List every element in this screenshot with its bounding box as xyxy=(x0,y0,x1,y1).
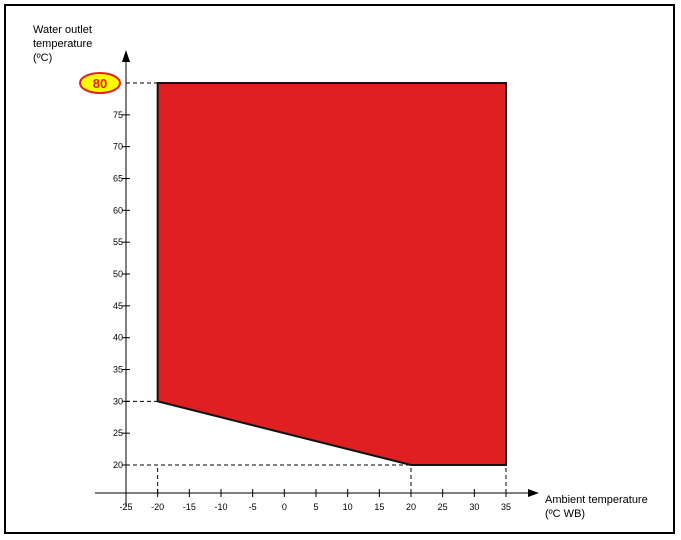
x-tick-label: 25 xyxy=(438,502,448,512)
y-tick-label: 60 xyxy=(113,205,123,215)
y-axis-arrow-icon xyxy=(122,50,130,62)
x-axis-title-line-1: Ambient temperature xyxy=(545,494,648,506)
y-tick-label: 25 xyxy=(113,428,123,438)
guide-lines xyxy=(126,82,507,493)
x-axis-title-line-2: (ºC WB) xyxy=(545,508,585,520)
x-tick-label: 30 xyxy=(469,502,479,512)
y-tick-label: 65 xyxy=(113,174,123,184)
x-ticks: -25 -20 -15 -10 -5 0 5 10 15 20 25 30 35 xyxy=(119,489,511,512)
x-tick-label: -20 xyxy=(151,502,164,512)
y-tick-label: 75 xyxy=(113,110,123,120)
x-tick-label: -25 xyxy=(119,502,132,512)
y-axis-title-line-3: (ºC) xyxy=(33,52,52,64)
x-tick-label: 20 xyxy=(406,502,416,512)
y-tick-label: 30 xyxy=(113,396,123,406)
x-tick-label: 0 xyxy=(282,502,287,512)
y-ticks: 20 25 30 35 40 45 50 55 60 65 70 75 xyxy=(113,110,130,470)
operating-region xyxy=(156,82,507,466)
x-tick-label: -5 xyxy=(249,502,257,512)
y-tick-label: 40 xyxy=(113,333,123,343)
y-tick-label: 45 xyxy=(113,301,123,311)
axes xyxy=(95,50,539,507)
y-tick-label: 55 xyxy=(113,237,123,247)
y-axis-title-line-1: Water outlet xyxy=(33,24,92,36)
y-axis-title-line-2: temperature xyxy=(33,38,92,50)
x-tick-label: 10 xyxy=(343,502,353,512)
max-temperature-badge: 80 xyxy=(79,72,121,94)
x-tick-label: -10 xyxy=(214,502,227,512)
y-tick-label: 50 xyxy=(113,269,123,279)
y-tick-label: 70 xyxy=(113,142,123,152)
x-tick-label: 35 xyxy=(501,502,511,512)
x-tick-label: -15 xyxy=(183,502,196,512)
x-tick-label: 5 xyxy=(313,502,318,512)
x-tick-label: 15 xyxy=(374,502,384,512)
y-tick-label: 20 xyxy=(113,460,123,470)
x-axis-arrow-icon xyxy=(528,489,539,497)
max-temperature-label: 80 xyxy=(93,76,107,91)
max-temperature-badge-shape xyxy=(79,72,121,94)
y-tick-label: 35 xyxy=(113,365,123,375)
